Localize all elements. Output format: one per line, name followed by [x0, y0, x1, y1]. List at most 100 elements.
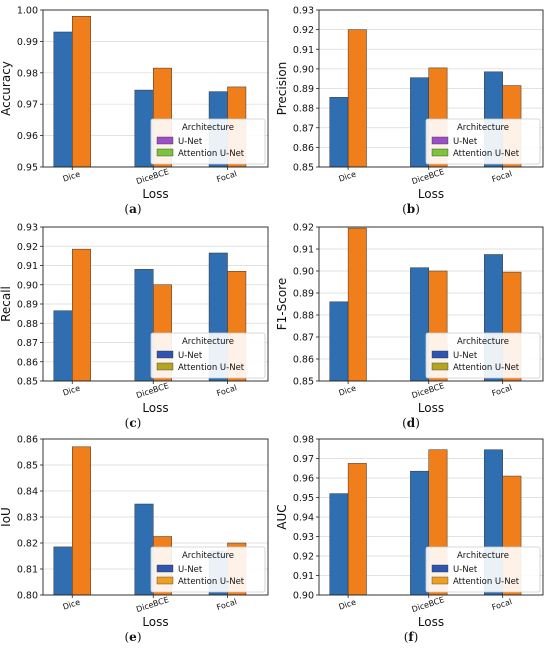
- legend-label-unet: U-Net: [178, 351, 203, 361]
- y-tick-label: 0.85: [293, 377, 314, 388]
- panel-caption: (c): [125, 416, 142, 430]
- chart-panel-6: 0.90 0.91 0.92 0.93 0.94 0.95 0.96 0.97 0.98 Dice…: [275, 435, 544, 644]
- y-tick-label: 0.92: [293, 25, 314, 36]
- legend-swatch-unet: [156, 350, 174, 359]
- legend: Architecture U-Net Attention U-Net: [425, 332, 541, 379]
- legend-swatch-attention-unet: [431, 576, 449, 585]
- y-tick-label: 0.89: [17, 300, 38, 311]
- x-axis-label: Loss: [418, 401, 444, 415]
- x-tick-label: Focal: [215, 383, 238, 398]
- chart-panel-3: 0.85 0.86 0.87 0.88 0.89 0.90 0.91 0.92 0.93 Dice…: [0, 223, 269, 430]
- bar-attention-unet-dice: [347, 227, 367, 382]
- x-tick-label: Focal: [215, 169, 238, 184]
- y-tick-label: 0.93: [293, 6, 314, 17]
- legend-title: Architecture: [457, 551, 509, 561]
- y-tick-label: 0.97: [293, 454, 314, 465]
- legend-title: Architecture: [182, 551, 234, 561]
- legend-label-unet: U-Net: [453, 351, 478, 361]
- legend-box: [425, 546, 541, 593]
- y-tick-label: 0.92: [293, 552, 314, 563]
- y-tick-label: 0.84: [17, 487, 38, 498]
- y-tick-label: 0.93: [17, 223, 38, 234]
- y-tick-label: 0.86: [17, 435, 38, 446]
- legend-box: [150, 118, 266, 165]
- x-tick-label: Focal: [215, 597, 238, 612]
- legend-label-unet: U-Net: [453, 137, 478, 147]
- y-axis-label: IoU: [0, 507, 13, 527]
- x-tick-label: Dice: [62, 598, 82, 612]
- x-tick-label: Dice: [62, 170, 82, 184]
- y-tick-label: 0.91: [293, 245, 314, 256]
- legend-label-attention-unet: Attention U-Net: [178, 363, 245, 373]
- y-tick-label: 0.92: [17, 242, 38, 253]
- x-tick-label: Focal: [491, 169, 514, 184]
- x-axis-label: Loss: [418, 187, 444, 201]
- y-tick-label: 0.98: [17, 68, 38, 79]
- x-tick-label: DiceBCE: [135, 167, 170, 186]
- x-tick-label: DiceBCE: [135, 381, 170, 400]
- y-tick-label: 0.87: [293, 333, 314, 344]
- legend-box: [150, 546, 266, 593]
- plot-frame: [42, 438, 269, 596]
- x-tick-label: Dice: [338, 170, 358, 184]
- bar-unet-dice: [329, 301, 349, 382]
- y-tick-label: 0.95: [17, 163, 38, 174]
- panel-caption: (a): [124, 202, 141, 216]
- y-axis-label: Precision: [275, 62, 289, 116]
- legend-label-attention-unet: Attention U-Net: [178, 577, 245, 587]
- bar-attention-unet-dice: [72, 446, 91, 596]
- y-tick-label: 0.87: [293, 123, 314, 134]
- panel-caption: (d): [402, 416, 420, 430]
- chart-panel-1: 0.95 0.96 0.97 0.98 0.99 1.00 Dice DiceBCE Focal…: [0, 6, 269, 216]
- legend-label-attention-unet: Attention U-Net: [178, 149, 245, 159]
- bar-unet-dice: [53, 310, 73, 382]
- y-tick-label: 0.85: [17, 377, 38, 388]
- y-tick-label: 0.82: [17, 539, 38, 550]
- legend-label-unet: U-Net: [453, 565, 478, 575]
- bar-attention-unet-dice: [72, 16, 91, 168]
- bar-unet-dice: [53, 546, 73, 596]
- legend-title: Architecture: [457, 337, 509, 347]
- legend-swatch-unet: [431, 564, 449, 573]
- y-tick-label: 0.89: [293, 84, 314, 95]
- y-tick-label: 0.90: [17, 280, 38, 291]
- legend: Architecture U-Net Attention U-Net: [150, 546, 266, 593]
- y-tick-label: 0.91: [17, 261, 38, 272]
- legend-title: Architecture: [457, 123, 509, 133]
- legend-swatch-attention-unet: [156, 576, 174, 585]
- legend-box: [425, 118, 541, 165]
- x-tick-label: DiceBCE: [411, 167, 446, 186]
- y-tick-label: 0.90: [293, 591, 314, 602]
- plot-frame: [42, 226, 269, 382]
- legend-swatch-attention-unet: [156, 362, 174, 371]
- x-tick-label: DiceBCE: [411, 381, 446, 400]
- y-tick-label: 0.85: [293, 163, 314, 174]
- x-axis-label: Loss: [142, 615, 168, 629]
- y-tick-label: 0.86: [293, 355, 314, 366]
- y-tick-label: 1.00: [17, 6, 38, 17]
- legend: Architecture U-Net Attention U-Net: [425, 118, 541, 165]
- legend-label-attention-unet: Attention U-Net: [453, 577, 520, 587]
- y-tick-label: 0.91: [293, 45, 314, 56]
- legend-label-attention-unet: Attention U-Net: [453, 149, 520, 159]
- legend-swatch-unet: [431, 350, 449, 359]
- y-tick-label: 0.90: [293, 267, 314, 278]
- legend-label-unet: U-Net: [178, 137, 203, 147]
- y-tick-label: 0.97: [17, 100, 38, 111]
- panel-caption: (f): [404, 630, 419, 644]
- x-axis-label: Loss: [142, 187, 168, 201]
- bar-attention-unet-dice: [347, 463, 367, 596]
- y-tick-label: 0.89: [293, 289, 314, 300]
- y-tick-label: 0.86: [293, 143, 314, 154]
- x-tick-label: Focal: [491, 383, 514, 398]
- y-tick-label: 0.95: [293, 493, 314, 504]
- plot-frame: [318, 9, 544, 168]
- y-tick-label: 0.88: [293, 311, 314, 322]
- y-tick-label: 0.87: [17, 338, 38, 349]
- panel-caption: (b): [402, 202, 420, 216]
- y-tick-label: 0.85: [17, 461, 38, 472]
- legend-box: [150, 332, 266, 379]
- legend-swatch-unet: [156, 136, 174, 145]
- y-tick-label: 0.96: [17, 131, 38, 142]
